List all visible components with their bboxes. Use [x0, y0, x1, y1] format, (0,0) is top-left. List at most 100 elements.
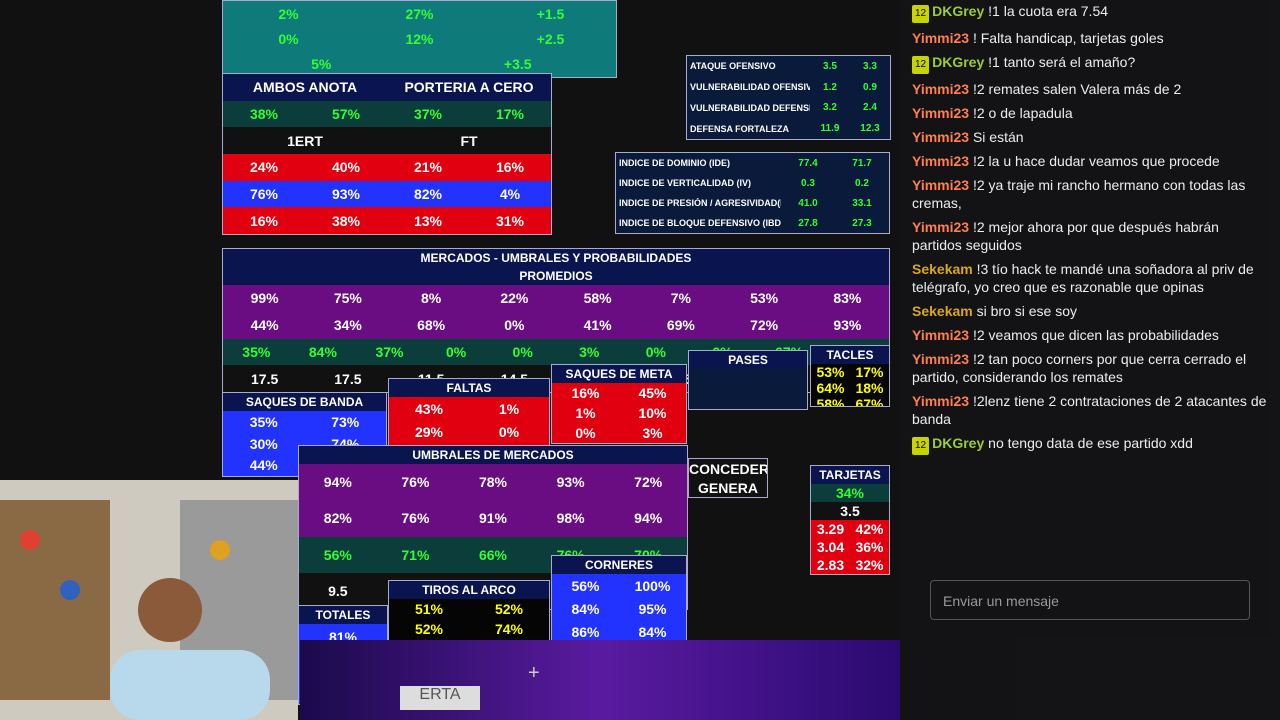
cell: 84%: [308, 343, 337, 360]
cell: 84%: [571, 600, 600, 617]
cell: 69%: [666, 317, 695, 334]
cell: 3.5: [840, 503, 860, 519]
sheet-tab[interactable]: ERTA: [400, 686, 480, 710]
cell: 71.7: [852, 157, 872, 169]
cell: 41%: [583, 317, 612, 334]
table-row: 24% 40% 21% 16%: [223, 154, 551, 181]
panel-title: TIROS AL ARCO: [389, 581, 549, 599]
cell: 41.0: [798, 197, 818, 209]
cell: 91%: [478, 510, 507, 527]
username: DKGrey: [932, 54, 985, 70]
message-text: !2 mejor ahora por que después habrán pa…: [912, 219, 1219, 253]
cell: 94%: [634, 510, 663, 527]
table-row: 44% 34% 68% 0% 41% 69% 72% 93%: [223, 311, 889, 339]
cell: 27.8: [798, 217, 818, 229]
cell: 17%: [855, 364, 884, 380]
panel-title: TARJETAS: [811, 466, 889, 484]
cell: 10%: [638, 405, 667, 421]
cell: 58%: [816, 396, 845, 407]
table-row: 29% 0%: [389, 420, 549, 444]
badge: 12: [912, 5, 930, 23]
cell: 56%: [571, 577, 600, 594]
cell: +3.5: [503, 56, 532, 73]
cell: 7%: [670, 290, 691, 307]
cell: 76%: [249, 186, 279, 203]
cell: 3%: [642, 425, 663, 441]
table-row: 34%: [811, 484, 889, 502]
panel-title: UMBRALES DE MERCADOS: [299, 446, 687, 464]
table-row: 82% 76% 91% 98% 94%: [299, 500, 687, 537]
panel-title: CORNERES: [552, 556, 686, 574]
table-row: INDICE DE DOMINIO (IDE) 77.4 71.7: [616, 153, 889, 173]
table-row: 1ERT FT: [223, 127, 551, 155]
cell: 66%: [478, 546, 507, 563]
message-text: !2 remates salen Valera más de 2: [972, 81, 1182, 97]
table-row: ATAQUE OFENSIVO 3.5 3.3: [687, 56, 890, 77]
table-row: CONCEDER: [689, 459, 767, 478]
cell: 24%: [249, 159, 279, 176]
chat-input[interactable]: Enviar un mensaje: [930, 580, 1250, 620]
cell: 17%: [495, 106, 525, 122]
cell: 37%: [413, 106, 443, 122]
cell: 0%: [645, 343, 666, 360]
cell: 94%: [323, 474, 352, 491]
cell: 74%: [494, 621, 524, 637]
cell: 45%: [638, 385, 667, 401]
cell: 3%: [579, 343, 600, 360]
chat-message: Yimmi23 !2 tan poco corners por que cerr…: [912, 350, 1268, 386]
panel-ataque: ATAQUE OFENSIVO 3.5 3.3 VULNERABILIDAD OFEN…: [686, 55, 891, 140]
cell: 31%: [495, 212, 525, 229]
table-row: 84% 95%: [552, 597, 686, 621]
cell: 3.29: [816, 521, 845, 537]
cell: CONCEDER: [689, 460, 767, 477]
username: Yimmi23: [912, 30, 970, 46]
cell: FT: [460, 132, 478, 149]
chat-message: Yimmi23 !2 o de lapadula: [912, 104, 1268, 122]
cell: 17.5: [334, 370, 362, 387]
panel-indices: INDICE DE DOMINIO (IDE) 77.4 71.7 INDICE DE…: [615, 152, 890, 234]
cell: 51%: [414, 601, 444, 617]
cell: INDICE DE VERTICALIDAD (IV): [619, 178, 752, 188]
cell: ATAQUE OFENSIVO: [690, 61, 776, 72]
cell: 30%: [249, 435, 278, 452]
panel-tarjetas: TARJETAS 34% 3.5 3.29 42% 3.04 36% 2.83 32%: [810, 465, 890, 575]
panel-conceder: CONCEDER GENERA: [688, 458, 768, 498]
badge: 12: [912, 56, 930, 74]
cell: 83%: [833, 290, 862, 307]
table-row: 3.5: [811, 502, 889, 520]
figure: [60, 580, 80, 600]
cell: 0%: [504, 317, 525, 334]
cell: 38%: [331, 212, 361, 229]
table-row: 58% 67%: [811, 396, 889, 407]
panel-title: SAQUES DE META: [552, 365, 686, 383]
cell: 3.5: [823, 60, 837, 72]
table-row: 2.83 32%: [811, 556, 889, 574]
cell: 16%: [249, 212, 279, 229]
message-text: Si están: [972, 129, 1024, 145]
table-row: VULNERABILIDAD OFENSIVA 1.2 0.9: [687, 76, 890, 98]
cell: 93%: [331, 186, 361, 203]
cell: 0%: [512, 343, 533, 360]
cell: 1ERT: [287, 132, 323, 149]
cell: 56%: [323, 546, 352, 563]
cell: 1%: [575, 405, 596, 421]
table-row: 3.04 36%: [811, 538, 889, 556]
cell: 0%: [575, 425, 596, 441]
cell: 35%: [249, 413, 278, 430]
panel-pases: PASES: [688, 350, 808, 410]
cell: 11.9: [820, 123, 840, 135]
username: Yimmi23: [912, 129, 970, 145]
cell: 2.4: [863, 102, 877, 114]
panel-top: 2% 27% +1.5 0% 12% +2.5 5% +3.5: [222, 0, 617, 78]
cell: 43%: [414, 400, 444, 417]
cell: 73%: [331, 413, 360, 430]
username: Yimmi23: [912, 393, 970, 409]
table-row: 52% 74%: [389, 619, 549, 639]
cell: 52%: [414, 621, 444, 637]
cell: 0%: [445, 343, 467, 360]
cell: 22%: [500, 290, 529, 307]
cell: 1%: [498, 400, 520, 417]
add-tab[interactable]: +: [528, 662, 540, 684]
cell: INDICE DE PRESIÓN / AGRESIVIDAD(IPA): [619, 198, 781, 208]
